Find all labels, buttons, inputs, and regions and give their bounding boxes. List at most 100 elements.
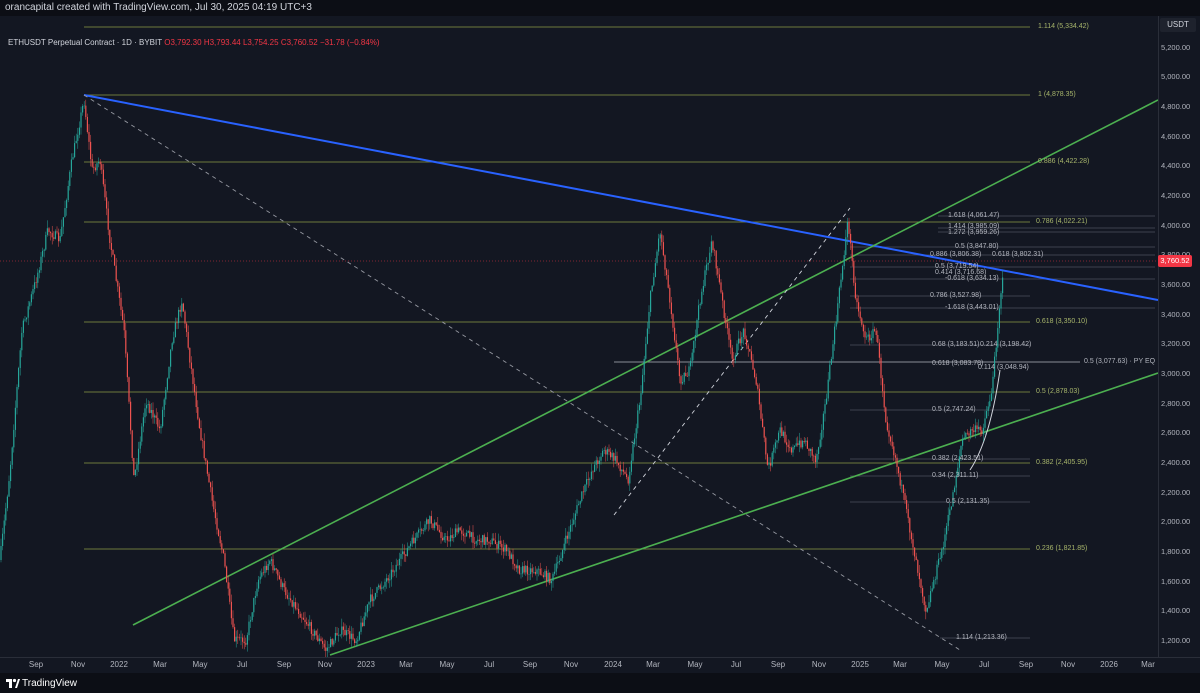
candle-body	[982, 427, 984, 435]
candle-body	[981, 430, 983, 435]
candle-body	[194, 384, 196, 393]
tradingview-logo-icon[interactable]	[6, 677, 20, 689]
candle-body	[342, 626, 344, 630]
candle-body	[421, 529, 423, 531]
time-axis[interactable]	[0, 657, 1200, 673]
candle-body	[259, 576, 261, 580]
candle-body	[749, 348, 751, 352]
candle-body	[422, 530, 424, 531]
candle-body	[947, 514, 949, 526]
legend-close: C3,760.52	[280, 38, 318, 47]
candle-body	[717, 268, 719, 275]
dashed-diagonal-down	[83, 94, 961, 651]
candle-body	[374, 592, 376, 599]
fib-label: 0.382 (2,405.95)	[1036, 459, 1088, 466]
candle-body	[256, 588, 258, 597]
candle-body	[539, 568, 541, 575]
candle-body	[1000, 293, 1002, 309]
candle-body	[750, 351, 752, 360]
candle-body	[517, 565, 519, 569]
candle-body	[760, 404, 762, 419]
candle-body	[912, 539, 914, 548]
candle-body	[162, 409, 164, 427]
candle-body	[986, 410, 988, 419]
candle-body	[590, 471, 592, 480]
candle-body	[747, 345, 749, 349]
candle-body	[674, 327, 676, 341]
candle-body	[61, 226, 63, 237]
candle-body	[904, 493, 906, 501]
candle-body	[850, 233, 852, 244]
price-chart-svg[interactable]	[0, 16, 1158, 657]
candle-body	[642, 374, 644, 394]
inner-fib-label: 0.886 (3,806.38)	[930, 251, 982, 258]
candle-body	[990, 393, 992, 402]
currency-label[interactable]: USDT	[1160, 18, 1196, 32]
candle-body	[658, 238, 660, 252]
candle-body	[270, 559, 272, 562]
candle-body	[906, 500, 908, 510]
time-tick: 2023	[357, 660, 375, 669]
candle-body	[973, 430, 975, 433]
candle-body	[854, 282, 856, 299]
candle-body	[253, 597, 255, 613]
candle-body	[554, 571, 556, 574]
candle-body	[603, 450, 605, 451]
time-tick: Mar	[153, 660, 167, 669]
candle-body	[285, 587, 287, 596]
candle-body	[766, 454, 768, 465]
time-tick: Mar	[1141, 660, 1155, 669]
candle-body	[182, 303, 184, 312]
inner-fib-label: 0.414 (3,716.68)	[935, 269, 987, 276]
candle-body	[840, 279, 842, 288]
candle-body	[726, 323, 728, 329]
candle-body	[776, 440, 778, 443]
candle-body	[773, 447, 775, 453]
candle-body	[661, 234, 663, 243]
candle-body	[827, 379, 829, 399]
candle-body	[525, 565, 527, 573]
candle-body	[10, 464, 12, 482]
candle-body	[13, 429, 15, 448]
candle-body	[482, 535, 484, 543]
price-tick: 4,000.00	[1161, 221, 1191, 230]
candle-body	[926, 607, 928, 612]
candle-body	[811, 448, 813, 456]
candle-body	[437, 524, 439, 530]
candle-body	[138, 448, 140, 465]
candle-body	[458, 527, 460, 533]
candle-body	[942, 547, 944, 550]
candle-body	[821, 429, 823, 440]
top-credit-bar: orancapital created with TradingView.com…	[0, 0, 1200, 16]
candle-body	[918, 572, 920, 580]
candle-body	[518, 565, 520, 574]
fib-label: 0.618 (3,350.10)	[1036, 318, 1088, 325]
candle-body	[795, 443, 797, 446]
candle-body	[286, 595, 288, 599]
candle-body	[203, 440, 205, 459]
candle-body	[634, 438, 636, 445]
candle-body	[261, 572, 263, 577]
candle-body	[152, 409, 154, 418]
candle-body	[8, 481, 10, 497]
candle-body	[142, 417, 144, 427]
candle-body	[496, 544, 498, 549]
candle-body	[109, 229, 111, 243]
candle-body	[610, 451, 612, 458]
candle-body	[693, 340, 695, 353]
candle-body	[838, 287, 840, 304]
candle-body	[675, 340, 677, 349]
candle-body	[1002, 277, 1004, 294]
chart-area[interactable]: ETHUSDT Perpetual Contract · 1D · BYBIT …	[0, 16, 1158, 657]
candle-body	[187, 332, 189, 348]
candle-body	[64, 208, 66, 218]
chart-legend: ETHUSDT Perpetual Contract · 1D · BYBIT …	[8, 38, 380, 47]
candle-body	[523, 566, 525, 573]
footer-brand[interactable]: TradingView	[22, 678, 78, 689]
candle-body	[597, 460, 599, 464]
candle-body	[104, 184, 106, 198]
inner-fib-label: -0.618 (3,634.13)	[945, 275, 999, 282]
candle-body	[762, 418, 764, 427]
candle-body	[176, 322, 178, 324]
price-axis[interactable]	[1158, 16, 1200, 657]
